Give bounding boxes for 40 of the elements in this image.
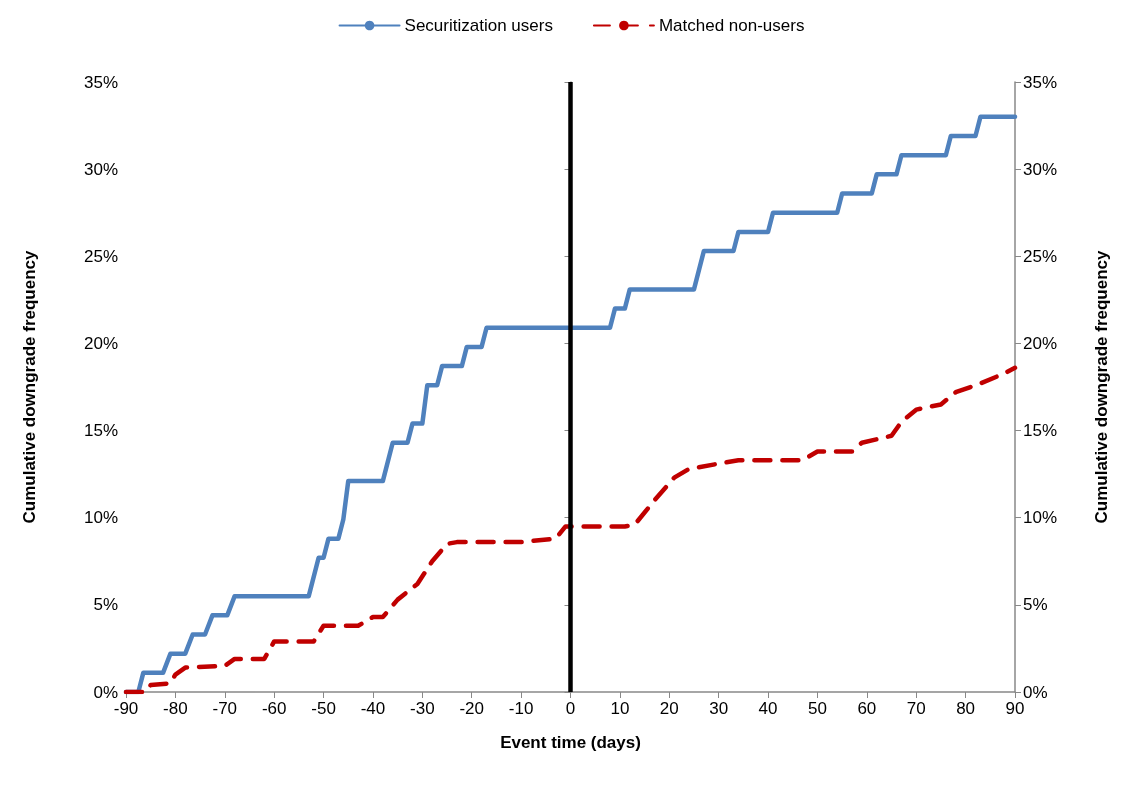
x-tick-label: 10: [610, 699, 630, 718]
x-tick-label: -10: [508, 699, 534, 718]
x-tick-label: -30: [410, 699, 435, 718]
x-tick-label: -80: [163, 699, 188, 718]
y2-tick-label: 35%: [1023, 72, 1058, 92]
y-tick-label: 20%: [83, 333, 118, 353]
legend-label: Matched non-users: [658, 16, 805, 35]
y-tick-label: 0%: [93, 682, 118, 702]
y-tick-label: 30%: [83, 159, 118, 179]
x-tick-label: 90: [1005, 699, 1025, 718]
y2-tick-label: 20%: [1023, 333, 1058, 353]
x-tick-label: -40: [360, 699, 386, 718]
x-tick-label: -90: [113, 699, 139, 718]
x-tick-label: 70: [906, 699, 926, 718]
x-tick-label: 40: [758, 699, 778, 718]
x-tick-label: 50: [807, 699, 827, 718]
y2-tick-label: 15%: [1023, 421, 1058, 441]
y2-tick-label: 30%: [1023, 159, 1058, 179]
y2-tick-label: 0%: [1023, 682, 1048, 702]
x-tick-label: 30: [709, 699, 729, 718]
x-tick-label: 60: [857, 699, 877, 718]
y-tick-label: 10%: [83, 508, 118, 528]
x-tick-label: -50: [311, 699, 336, 718]
y-tick-label: 35%: [83, 72, 118, 92]
x-tick-label: 20: [659, 699, 679, 718]
legend-label: Securitization users: [404, 16, 553, 35]
x-tick-label: 0: [565, 699, 576, 718]
y-tick-label: 15%: [83, 421, 118, 441]
y-axis-title: Cumulative downgrade frequency: [20, 249, 39, 524]
y2-tick-label: 5%: [1023, 595, 1048, 615]
y-tick-label: 5%: [93, 595, 118, 615]
y2-tick-label: 10%: [1023, 508, 1058, 528]
x-tick-label: -70: [212, 699, 238, 718]
y2-axis-title: Cumulative downgrade frequency: [1092, 249, 1111, 524]
x-tick-label: -20: [459, 699, 485, 718]
x-tick-label: -60: [261, 699, 287, 718]
y2-tick-label: 25%: [1023, 246, 1058, 266]
y-tick-label: 25%: [83, 246, 118, 266]
x-tick-label: 80: [956, 699, 976, 718]
x-axis-title: Event time (days): [500, 733, 641, 752]
